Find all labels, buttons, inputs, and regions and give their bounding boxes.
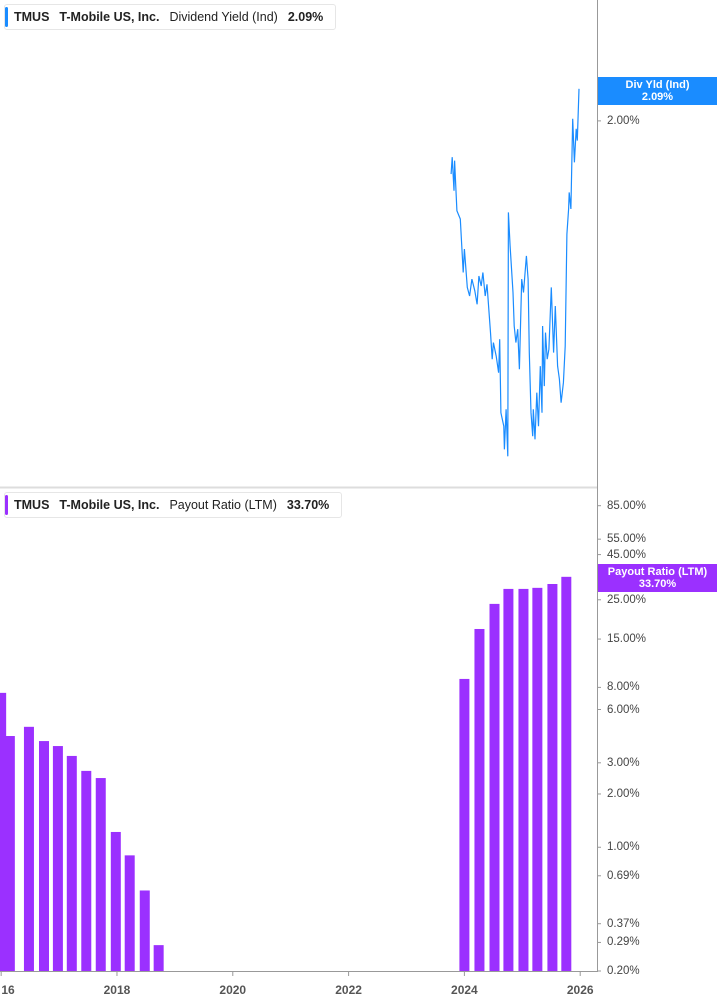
series-color-swatch (5, 7, 8, 27)
flag-label: Payout Ratio (LTM) (607, 566, 708, 578)
top-legend[interactable]: TMUS T-Mobile US, Inc. Dividend Yield (I… (4, 4, 337, 30)
payout-y-tick-label: 8.00% (607, 681, 640, 694)
company-name: T-Mobile US, Inc. (59, 498, 160, 512)
payout-y-tick-label: 3.00% (607, 756, 640, 769)
ticker: TMUS (14, 10, 50, 24)
payout-bar (153, 945, 164, 971)
payout-bar (110, 831, 121, 971)
payout-y-tick-label: 25.00% (607, 593, 647, 606)
x-tick-label: 2026 (566, 983, 594, 997)
payout-y-tick-label: 45.00% (607, 548, 647, 561)
payout-bar (503, 588, 514, 971)
x-tick-label: 2018 (103, 983, 131, 997)
x-tick-label: 2022 (335, 983, 362, 997)
payout-y-tick-label: 6.00% (607, 703, 640, 716)
payout-y-tick-label: 1.00% (607, 841, 640, 854)
payout-bar (95, 778, 106, 971)
payout-bar (4, 736, 15, 971)
ticker: TMUS (14, 498, 50, 512)
company-name: T-Mobile US, Inc. (59, 10, 160, 24)
payout-bar (39, 741, 50, 971)
series-color-swatch (5, 495, 8, 515)
payout-bar (474, 628, 485, 971)
bottom-legend[interactable]: TMUS T-Mobile US, Inc. Payout Ratio (LTM… (4, 492, 343, 518)
x-tick-label: 2024 (451, 983, 478, 997)
payout-y-tick-label: 85.00% (607, 499, 647, 512)
metric-value: 2.09% (287, 10, 324, 24)
payout-y-tick-label: 0.69% (607, 869, 640, 882)
payout-value-flag: Payout Ratio (LTM) 33.70% (598, 564, 717, 592)
payout-y-tick-label: 55.00% (607, 533, 647, 546)
x-tick-label: 2020 (219, 983, 247, 997)
payout-bar (66, 755, 77, 971)
payout-y-tick-label: 0.29% (607, 936, 640, 949)
payout-bar (489, 603, 500, 971)
dividend-yield-line (450, 88, 580, 457)
metric-value: 33.70% (286, 498, 330, 512)
payout-bar (81, 770, 92, 971)
payout-y-tick-label: 2.00% (607, 787, 640, 800)
payout-bar (23, 726, 34, 971)
payout-bar (532, 587, 543, 971)
flag-value: 2.09% (641, 91, 674, 103)
x-tick-label: 16 (1, 983, 15, 997)
payout-bar (547, 583, 558, 971)
payout-y-tick-label: 0.20% (607, 965, 640, 977)
payout-y-tick-label: 15.00% (607, 633, 647, 646)
flag-label: Div Yld (Ind) (625, 79, 690, 91)
yield-y-tick-label: 2.00% (607, 114, 640, 127)
payout-bar (518, 588, 529, 971)
flag-value: 33.70% (638, 578, 677, 590)
yield-value-flag: Div Yld (Ind) 2.09% (598, 77, 717, 105)
payout-bar (561, 576, 572, 971)
payout-bar (0, 692, 7, 971)
payout-bar (124, 855, 135, 971)
metric-name: Dividend Yield (Ind) (169, 10, 278, 24)
payout-bar (139, 890, 150, 971)
payout-bar (52, 746, 63, 971)
metric-name: Payout Ratio (LTM) (169, 498, 277, 512)
payout-y-tick-label: 0.37% (607, 917, 640, 930)
payout-bar (459, 678, 470, 971)
